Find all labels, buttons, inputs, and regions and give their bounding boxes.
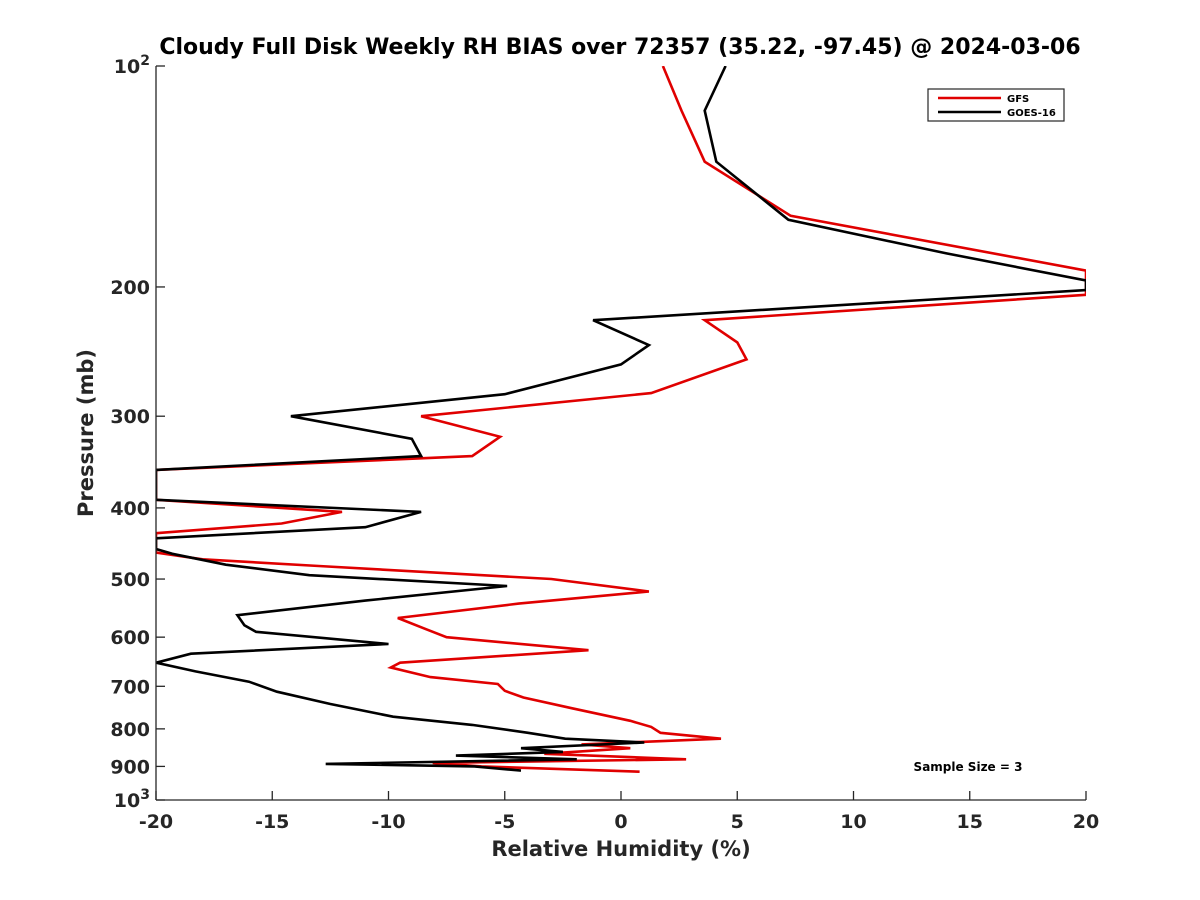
x-tick-label: -10 [371,811,405,833]
legend-label: GFS [1007,94,1029,105]
legend: GFS GOES-16 [927,88,1065,122]
y-tick-label: 500 [110,569,150,591]
y-tick-label: 400 [110,498,150,520]
legend-label: GOES-16 [1007,108,1056,119]
x-axis-label: Relative Humidity (%) [491,837,750,861]
y-tick-label: 103 [114,787,150,812]
x-tick-label: 5 [731,811,744,833]
series-line-gfs [156,66,1086,773]
legend-box [927,88,1065,122]
y-tick-label: 900 [110,756,150,778]
x-tick-label: 0 [614,811,627,833]
x-tick-label: 15 [957,811,983,833]
y-tick-label: 700 [110,676,150,698]
x-tick-label: -5 [494,811,515,833]
y-axis-label: Pressure (mb) [74,349,98,517]
x-tick-label: 20 [1073,811,1099,833]
y-tick-label: 800 [110,719,150,741]
series-line-goes-16 [156,66,1086,772]
x-tick-label: -15 [255,811,289,833]
y-tick-label: 200 [110,277,150,299]
y-tick-label: 300 [110,406,150,428]
x-tick-label: 10 [840,811,866,833]
x-tick-label: -20 [139,811,173,833]
y-tick-label: 102 [114,53,150,78]
sample-size-annotation: Sample Size = 3 [914,760,1023,774]
y-tick-label: 600 [110,627,150,649]
chart-title: Cloudy Full Disk Weekly RH BIAS over 723… [159,35,1080,60]
